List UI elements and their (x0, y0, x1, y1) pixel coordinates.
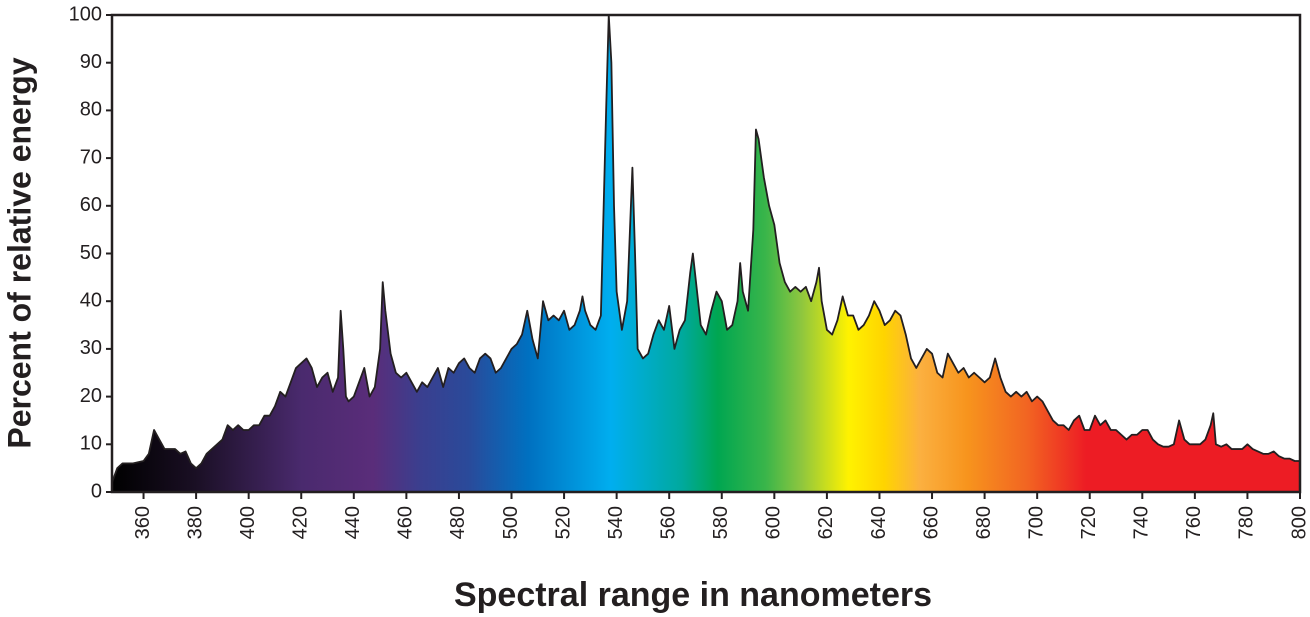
x-tick-label: 700 (1025, 506, 1047, 539)
x-tick-label: 380 (184, 506, 206, 539)
y-tick-label: 50 (80, 242, 102, 264)
spectrum-line (111, 14, 1300, 483)
y-axis-title: Percent of relative energy (1, 57, 37, 448)
y-tick-label: 100 (69, 3, 102, 25)
x-tick-label: 740 (1131, 506, 1153, 539)
x-tick-label: 400 (237, 506, 259, 539)
y-tick-label: 40 (80, 289, 102, 311)
y-tick-label: 80 (80, 99, 102, 121)
x-tick-label: 360 (132, 506, 154, 539)
x-tick-label: 480 (447, 506, 469, 539)
x-tick-label: 460 (395, 506, 417, 539)
y-tick-label: 0 (91, 480, 102, 502)
x-tick-label: 600 (763, 506, 785, 539)
y-tick-label: 70 (80, 146, 102, 168)
x-tick-label: 500 (500, 506, 522, 539)
x-tick-label: 580 (710, 506, 732, 539)
y-tick-label: 10 (80, 433, 102, 455)
x-tick-label: 540 (605, 506, 627, 539)
x-tick-label: 760 (1183, 506, 1205, 539)
x-tick-label: 800 (1288, 506, 1310, 539)
x-tick-label: 420 (290, 506, 312, 539)
x-tick-label: 780 (1236, 506, 1258, 539)
x-tick-label: 560 (657, 506, 679, 539)
x-tick-label: 520 (552, 506, 574, 539)
y-tick-label: 20 (80, 385, 102, 407)
x-tick-label: 640 (868, 506, 890, 539)
x-tick-label: 680 (973, 506, 995, 539)
y-tick-label: 90 (80, 51, 102, 73)
x-tick-label: 620 (815, 506, 837, 539)
y-tick-label: 60 (80, 194, 102, 216)
x-tick-label: 440 (342, 506, 364, 539)
x-tick-label: 660 (920, 506, 942, 539)
x-axis-title: Spectral range in nanometers (454, 576, 932, 614)
area-fill (112, 15, 1300, 492)
x-tick-label: 720 (1078, 506, 1100, 539)
y-tick-label: 30 (80, 337, 102, 359)
